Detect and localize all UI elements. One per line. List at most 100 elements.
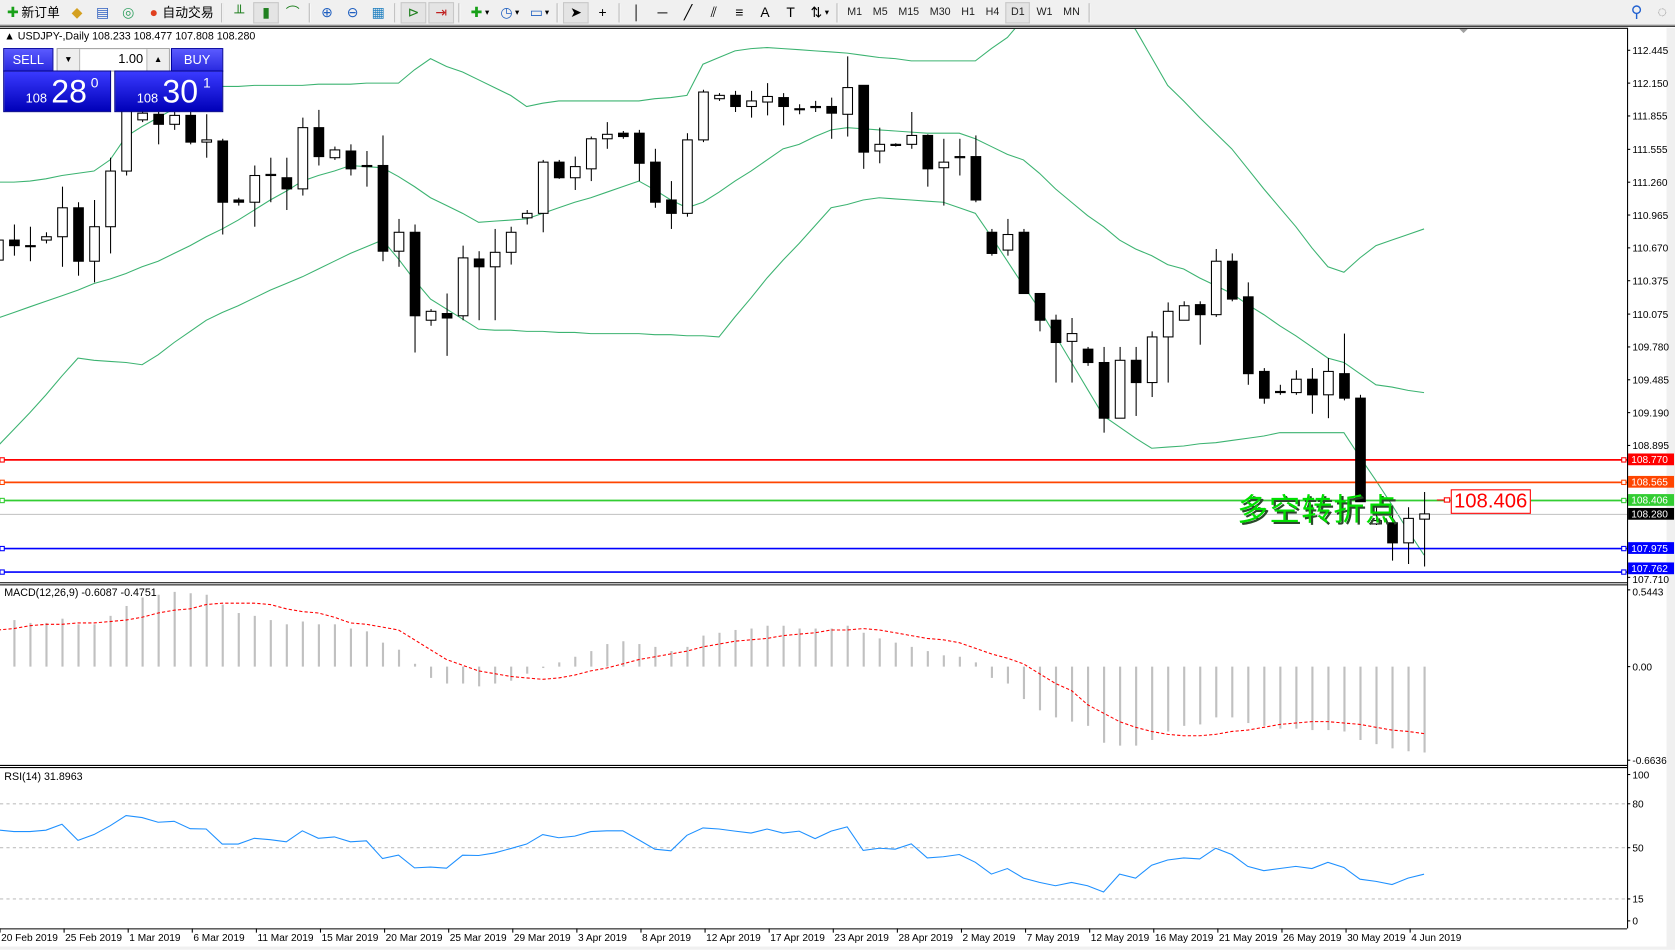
- zoom-in-button[interactable]: ⊕: [315, 2, 339, 23]
- timeframe-d1-button[interactable]: D1: [1005, 1, 1031, 23]
- candle: [1371, 507, 1382, 526]
- rsi-tick-label: 80: [1632, 800, 1644, 811]
- trendline-button[interactable]: ╱: [676, 2, 700, 23]
- arrows-button[interactable]: ⇅ ▾: [805, 2, 833, 23]
- price-label-anchor[interactable]: [1443, 497, 1451, 503]
- bull-candle-body: [1162, 310, 1174, 338]
- bollinger-lower-band: [0, 197, 1425, 556]
- main-price-panel[interactable]: [0, 0, 1628, 575]
- text-label-button[interactable]: T: [779, 2, 803, 23]
- line-handle-right[interactable]: [1621, 457, 1627, 463]
- toolbar-separator: [618, 2, 621, 22]
- timeframe-mn-button[interactable]: MN: [1063, 6, 1080, 19]
- indicators-button[interactable]: ✚ ▾: [465, 2, 493, 23]
- chart-shift-marker[interactable]: [1459, 28, 1468, 34]
- price-line-label: 108.280: [1631, 510, 1668, 521]
- candlestick-button[interactable]: ▮: [253, 1, 279, 23]
- date-tick-label: 21 May 2019: [1219, 933, 1278, 944]
- line-handle-left[interactable]: [0, 545, 5, 552]
- equidistant-channel-icon: ⫽: [710, 3, 717, 20]
- chart-shift-button[interactable]: ⇥: [428, 1, 455, 23]
- price-tick-label: 109.190: [1632, 408, 1669, 419]
- candle: [1275, 384, 1286, 395]
- auto-scroll-button[interactable]: ⊳: [400, 1, 427, 23]
- bear-candle-body: [1275, 390, 1286, 394]
- timeframe-m5-button[interactable]: M5: [872, 6, 888, 19]
- timeframe-w1-button[interactable]: W1: [1036, 6, 1053, 19]
- navigator-button[interactable]: ▤: [91, 2, 115, 23]
- timeframe-m1-button[interactable]: M1: [847, 6, 863, 19]
- line-handle-right[interactable]: [1621, 569, 1627, 575]
- candle: [25, 226, 36, 262]
- lot-size-input[interactable]: 1.00: [118, 51, 144, 67]
- tile-windows-button[interactable]: ▦: [366, 2, 390, 23]
- rsi-line: [0, 814, 1425, 893]
- signal-button[interactable]: ◎: [116, 2, 140, 23]
- trend-reversal-annotation[interactable]: 多空转折点: [1237, 491, 1398, 528]
- price-tick-label: 112.150: [1632, 79, 1668, 90]
- timeframe-h4-button[interactable]: H4: [985, 6, 1000, 19]
- line-handle-left[interactable]: [0, 569, 5, 575]
- vertical-line-button[interactable]: │: [625, 2, 649, 23]
- equidistant-channel-button[interactable]: ⫽: [702, 2, 726, 23]
- chat-icon[interactable]: ◌: [1657, 2, 1668, 21]
- bear-candle-body: [1307, 378, 1318, 396]
- candle: [1194, 301, 1206, 345]
- horizontal-line-button[interactable]: ─: [651, 2, 675, 23]
- line-handle-left[interactable]: [0, 457, 5, 463]
- bar-chart-button[interactable]: ╨: [228, 2, 252, 23]
- bear-candle-body: [233, 199, 245, 203]
- price-label-annotation[interactable]: 108.406: [1450, 489, 1531, 514]
- bollinger-middle-band: [0, 127, 1425, 394]
- bear-candle-body: [618, 132, 629, 138]
- sell-button[interactable]: SELL: [3, 48, 54, 72]
- periods-button[interactable]: ◷ ▾: [495, 2, 523, 23]
- lot-decrease-button[interactable]: ▼: [57, 49, 81, 71]
- bear-candle-body: [473, 258, 485, 268]
- bear-candle-body: [730, 94, 741, 108]
- timeframe-h1-button[interactable]: H1: [961, 6, 975, 19]
- line-handle-left[interactable]: [0, 497, 5, 504]
- lot-increase-button[interactable]: ▲: [146, 49, 169, 71]
- line-handle-right[interactable]: [1621, 497, 1627, 504]
- timeframe-m15-button[interactable]: M15: [898, 6, 920, 19]
- sell-price-box[interactable]: 108 28 0: [3, 70, 112, 113]
- text-button[interactable]: A: [753, 2, 777, 23]
- macd-panel[interactable]: MACD(12,26,9) -0.6087 -0.4751: [0, 587, 1426, 753]
- buy-price-box[interactable]: 108 30 1: [114, 70, 224, 113]
- auto-scroll-icon: ⊳: [407, 3, 420, 20]
- cursor-button[interactable]: ➤: [563, 1, 589, 23]
- toolbar-separator: [394, 2, 397, 22]
- candle: [1355, 394, 1366, 503]
- bear-candle-body: [185, 114, 197, 143]
- auto-trading-button[interactable]: ● 自动交易: [142, 2, 217, 23]
- candle: [650, 148, 661, 208]
- line-handle-right[interactable]: [1621, 545, 1627, 552]
- rsi-panel[interactable]: RSI(14) 31.8963: [0, 771, 1628, 900]
- lot-size-stepper[interactable]: ▼ 1.00 ▲: [56, 48, 170, 72]
- line-handle-right[interactable]: [1621, 479, 1627, 486]
- crosshair-icon: +: [598, 3, 607, 20]
- arrows-icon: ⇅: [810, 3, 823, 20]
- fibonacci-button[interactable]: ≡: [728, 2, 752, 23]
- market-watch-button[interactable]: ◆: [65, 2, 89, 23]
- templates-button[interactable]: ▭ ▾: [525, 2, 553, 23]
- bear-candle-body: [666, 199, 677, 214]
- bull-candle-body: [1210, 260, 1222, 316]
- line-chart-button[interactable]: ⌒: [281, 2, 305, 23]
- line-handle-left[interactable]: [0, 479, 5, 486]
- candle: [57, 186, 68, 267]
- buy-button[interactable]: BUY: [170, 48, 224, 72]
- zoom-out-button[interactable]: ⊖: [341, 2, 365, 23]
- search-icon[interactable]: ⚲: [1630, 2, 1643, 21]
- bear-candle-body: [986, 231, 998, 254]
- crosshair-button[interactable]: +: [591, 2, 615, 23]
- bull-candle-body: [890, 143, 902, 146]
- price-tick-label: 111.855: [1632, 112, 1667, 123]
- new-order-button[interactable]: ✚ 新订单: [1, 2, 63, 23]
- bull-candle-body: [842, 87, 854, 115]
- timeframe-m30-button[interactable]: M30: [929, 6, 951, 19]
- date-tick-label: 20 Mar 2019: [386, 933, 443, 944]
